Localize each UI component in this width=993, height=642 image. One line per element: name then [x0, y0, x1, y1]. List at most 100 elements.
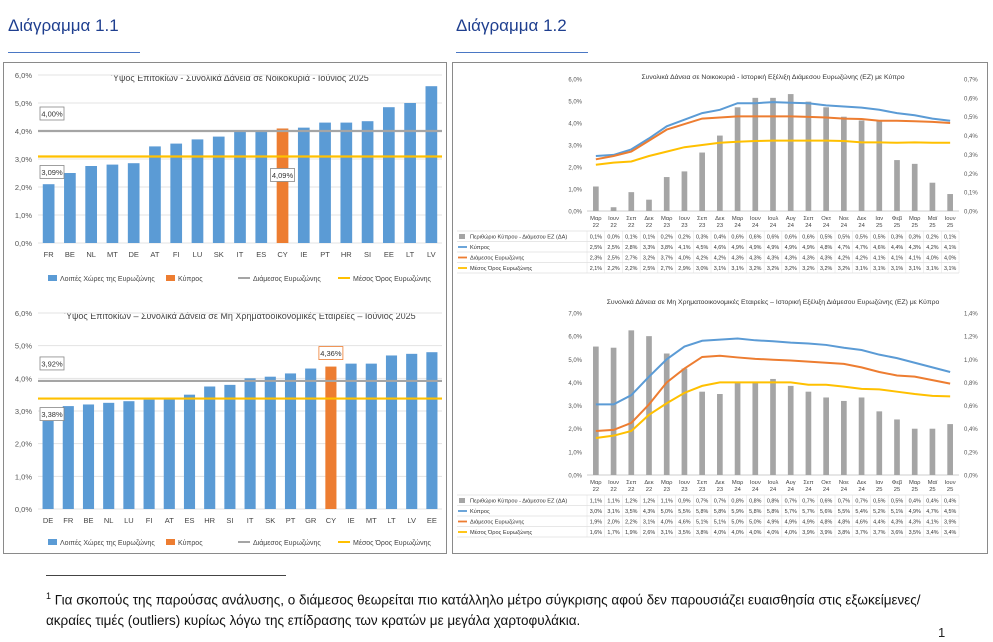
table-cell: 3,2%	[767, 266, 779, 272]
table-cell: 4,0%	[785, 530, 797, 536]
y-right-tick-label: 0,8%	[964, 381, 978, 387]
y-right-tick-label: 1,4%	[964, 312, 978, 318]
mean-callout-box	[39, 165, 65, 179]
x-tick-label-year: 24	[823, 487, 830, 493]
table-cell: 2,1%	[590, 266, 602, 272]
margin-bar	[593, 346, 599, 475]
x-tick-label: DE	[128, 250, 138, 259]
table-cell: 0,3%	[696, 235, 708, 241]
table-cell: 4,4%	[891, 245, 903, 251]
x-tick-label-month: Μαρ	[661, 216, 673, 222]
table-cell: 4,2%	[926, 245, 938, 251]
x-tick-label-year: 22	[610, 487, 616, 493]
x-tick-label: CY	[326, 516, 336, 525]
x-tick-label: LV	[407, 516, 416, 525]
x-tick-label-year: 22	[593, 223, 599, 229]
x-tick-label-month: Ιουν	[679, 216, 690, 222]
table-row-label: Μέσος Όρος Ευρωζώνης	[470, 529, 533, 536]
table-cell: 4,7%	[926, 509, 938, 515]
margin-bar	[646, 199, 652, 211]
table-cell: 1,1%	[607, 499, 619, 505]
margin-bar	[734, 107, 741, 211]
bar-it	[244, 378, 256, 509]
table-cell: 5,0%	[661, 509, 673, 515]
chart-title: Ύψος Επιτοκίων – Συνολικά Δάνεια σε Μη Χ…	[64, 311, 415, 321]
series-line	[595, 139, 951, 166]
x-tick-label-month: Μαρ	[732, 480, 744, 486]
x-tick-label: CY	[277, 250, 287, 259]
table-cell: 4,6%	[678, 520, 690, 526]
bar-at	[163, 397, 175, 509]
bar-es	[255, 131, 268, 243]
bar-nl	[85, 166, 98, 243]
table-cell: 3,2%	[820, 266, 832, 272]
table-legend-swatch	[459, 498, 465, 503]
table-cell: 2,5%	[590, 245, 602, 251]
table-cell: 1,1%	[661, 499, 673, 505]
table-cell: 5,6%	[820, 509, 832, 515]
table-cell: 0,7%	[785, 499, 797, 505]
bar-pt	[319, 122, 331, 243]
cyprus-callout-label: 4,36%	[320, 349, 342, 358]
x-tick-label-month: Μαρ	[590, 216, 602, 222]
margin-bar	[805, 101, 812, 211]
y-tick-label: 5,0%	[15, 342, 32, 351]
series-line	[595, 354, 951, 433]
table-cell: 4,3%	[749, 256, 761, 262]
x-tick-label-year: 23	[717, 223, 723, 229]
median-callout-label: 4,00%	[41, 110, 63, 119]
x-tick-label-month: Σεπ	[697, 480, 707, 486]
table-cell: 3,4%	[926, 530, 938, 536]
x-tick-label-year: 24	[805, 223, 812, 229]
x-tick-label-month: Ιουν	[608, 480, 619, 486]
table-cell: 4,2%	[855, 256, 867, 262]
table-cell: 0,6%	[802, 235, 814, 241]
x-tick-label-year: 23	[699, 487, 705, 493]
table-cell: 4,0%	[678, 256, 690, 262]
margin-bar	[787, 385, 794, 475]
x-tick-label-month: Οκτ	[821, 480, 831, 486]
table-cell: 2,5%	[607, 245, 619, 251]
x-tick-label-month: Δεκ	[857, 216, 866, 222]
table-cell: 3,3%	[643, 245, 655, 251]
table-cell: 3,1%	[909, 266, 921, 272]
table-cell: 4,3%	[909, 520, 921, 526]
mean-callout-label: 3,09%	[41, 168, 63, 177]
table-cell: 5,1%	[891, 509, 903, 515]
x-tick-label: SI	[364, 250, 371, 259]
margin-bar	[734, 382, 741, 475]
table-cell: 2,9%	[678, 266, 690, 272]
x-tick-label-month: Ιουν	[679, 480, 690, 486]
table-cell: 3,8%	[838, 530, 850, 536]
x-tick-label-month: Οκτ	[821, 216, 831, 222]
margin-bar	[663, 353, 670, 475]
table-cell: 3,1%	[873, 266, 885, 272]
table-cell: 0,4%	[944, 499, 956, 505]
x-tick-label-year: 24	[858, 487, 865, 493]
table-cell: 0,1%	[625, 235, 637, 241]
table-cell: 4,0%	[714, 530, 726, 536]
margin-bar	[858, 120, 865, 211]
table-cell: 4,9%	[802, 245, 814, 251]
margin-bar	[717, 394, 723, 475]
table-cell: 3,2%	[643, 256, 655, 262]
x-tick-label-year: 22	[646, 487, 652, 493]
table-cell: 4,3%	[820, 256, 832, 262]
x-tick-label: EE	[427, 516, 437, 525]
bar-lu	[191, 139, 204, 243]
x-tick-label: LT	[387, 516, 396, 525]
table-cell: 4,9%	[785, 245, 797, 251]
table-cell: 0,3%	[909, 235, 921, 241]
bar-hr	[340, 122, 353, 243]
table-cell: 2,2%	[625, 266, 637, 272]
bar-ee	[426, 352, 438, 509]
x-tick-label-year: 22	[646, 223, 652, 229]
bar-hr	[204, 386, 216, 509]
table-cell: 1,2%	[625, 499, 637, 505]
table-cell: 3,2%	[802, 266, 814, 272]
x-tick-label-year: 23	[681, 487, 687, 493]
x-tick-label-year: 24	[734, 487, 741, 493]
x-tick-label: BE	[83, 516, 93, 525]
x-tick-label-month: Δεκ	[644, 480, 653, 486]
table-cell: 4,9%	[785, 520, 797, 526]
